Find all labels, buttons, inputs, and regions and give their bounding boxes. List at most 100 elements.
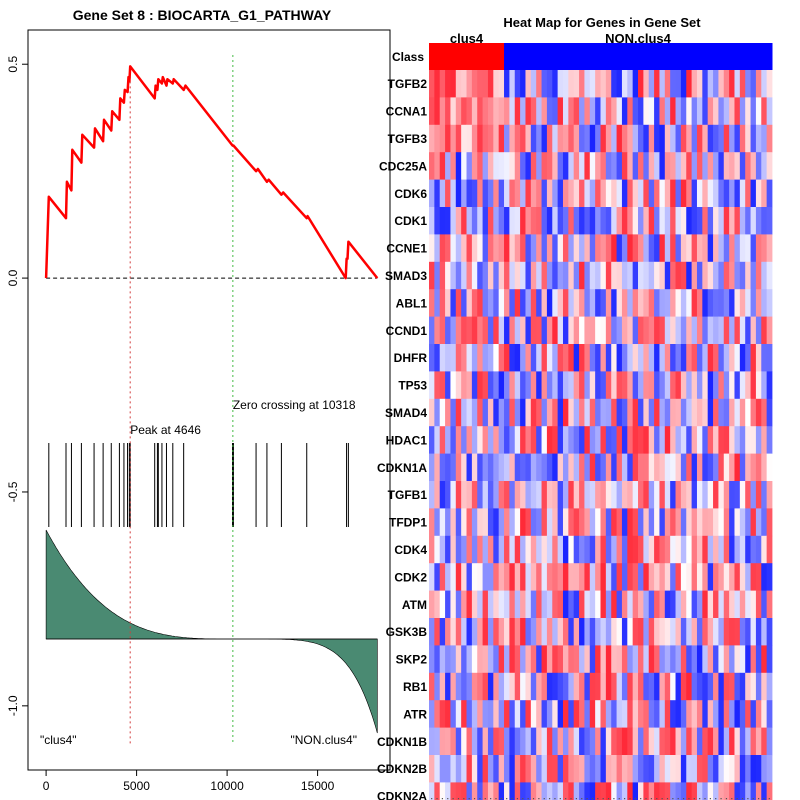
heat-map-cell [723,179,730,208]
heat-map-cell [627,207,634,235]
heat-map-cell [471,70,478,98]
heat-map-cell [536,234,542,263]
heat-map-cell [498,261,505,290]
heat-map-cell [611,645,617,674]
heat-map-cell [595,124,601,153]
heat-map-cell [450,261,457,290]
heat-map-cell [541,371,548,400]
heat-map-cell [632,590,639,619]
heat-map-cell [605,563,612,591]
heat-map-cell [546,700,553,728]
heat-map-cell [504,398,510,427]
heat-map-cell [514,563,521,591]
heat-map-cell [589,70,596,98]
heat-map-cell [729,124,735,153]
heat-map-cell [766,590,773,619]
heat-map-cell [557,261,564,290]
heat-map-cell [477,398,483,427]
heat-map-cell [514,755,521,783]
heat-map-cell [686,672,693,701]
heat-map-cell [434,398,441,427]
heat-map-cell [525,727,532,756]
heat-map-cell [514,344,521,372]
heat-map-cell [713,755,719,783]
gene-label: CDKN1B [377,735,427,749]
heat-map-cell [691,453,698,482]
heat-map-cell [707,289,714,317]
heat-map-cell [520,481,526,509]
heat-map-cell [477,426,483,454]
heat-map-cell [750,563,757,591]
heat-map-cell [471,97,478,126]
heat-map-cell [504,727,510,756]
heat-map-cell [439,97,446,126]
heat-map-cell [482,700,489,728]
heat-map-cell [670,234,676,263]
heat-map-cell [445,207,451,235]
heat-map-cell [648,535,655,564]
heat-map-cell [429,453,435,482]
heat-map-cell [487,481,494,509]
heat-map-cell [498,179,505,208]
heat-map-cell [434,289,441,317]
heat-map-cell [557,755,564,783]
heat-map-cell [455,179,462,208]
heat-map-cell [445,261,451,290]
heat-map-cell [434,371,441,400]
heat-map-cell [691,782,698,800]
heat-map-cell [530,344,537,372]
heat-map-cell [439,426,446,454]
heat-map-cell [659,727,666,756]
heat-map-cell [568,672,575,701]
heat-map-cell [568,316,575,345]
heat-map-cell [621,535,628,564]
heat-map-cell [638,672,644,701]
heat-map-cell [487,97,494,126]
heat-map-cell [439,179,446,208]
heat-map-cell [745,70,751,98]
heat-map-cell [493,755,500,783]
heat-map-cell [579,398,585,427]
heat-map-cell [638,727,644,756]
heat-map-cell [723,70,730,98]
heat-map-cell [568,700,575,728]
heat-map-cell [536,289,542,317]
heat-map-cell [755,727,762,756]
heat-map-cell [520,563,526,591]
heat-map-cell [654,371,660,400]
heat-map-cell [702,316,709,345]
heat-map-cell [686,481,693,509]
heat-map-cell [498,535,505,564]
heat-map-cell [627,782,634,800]
heat-map-cell [461,535,467,564]
heat-map-cell [445,672,451,701]
heat-map-cell [568,152,575,180]
heat-map-cell [750,508,757,537]
heat-map-cell [702,755,709,783]
heat-map-cell [520,535,526,564]
heat-map-cell [739,261,746,290]
heat-map-cell [434,645,441,674]
heat-map-cell [541,645,548,674]
heat-map-cell [761,453,768,482]
heat-map-cell [611,426,617,454]
heat-map-cell [461,618,467,646]
heat-map-cell [589,261,596,290]
heat-map-cell [541,782,548,800]
heat-map-cell [536,618,542,646]
heat-map-cell [643,398,650,427]
heat-map-cell [627,563,634,591]
heat-map-cell [675,618,682,646]
heat-map-cell [605,234,612,263]
heat-map-cell [686,618,693,646]
heat-map-cell [734,316,741,345]
gene-label: HDAC1 [386,433,428,447]
heat-map-cell [595,371,601,400]
heat-map-cell [541,755,548,783]
heat-map-cell [477,563,483,591]
heat-map-cell [739,727,746,756]
heat-map-cell [600,261,607,290]
heat-map-cell [450,755,457,783]
heat-map-cell [445,700,451,728]
heat-map-cell [702,672,709,701]
